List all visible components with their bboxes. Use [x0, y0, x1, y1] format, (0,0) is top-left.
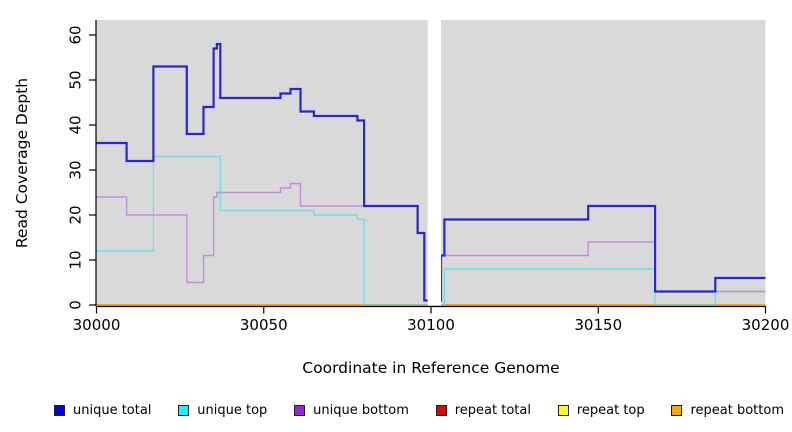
legend-label: repeat top — [576, 402, 645, 418]
y-tick-label: 20 — [67, 205, 85, 224]
x-tick-label: 30050 — [240, 316, 288, 334]
y-tick-label: 40 — [67, 115, 85, 134]
x-tick-label: 30150 — [574, 316, 622, 334]
plot-area-svg: 30000 30050 30100 30150 30200 0 10 20 30 40 50 60 C… — [13, 20, 790, 377]
legend-item-repeat-bottom: repeat bottom — [671, 403, 784, 418]
legend-swatch-unique-bottom — [294, 404, 306, 416]
series-line-unique-total — [96, 42, 766, 302]
x-axis-label: Coordinate in Reference Genome — [302, 359, 559, 377]
legend-swatch-repeat-bottom — [671, 404, 683, 416]
y-tick-label: 10 — [67, 250, 85, 269]
y-axis-label: Read Coverage Depth — [13, 78, 31, 248]
legend-label: repeat total — [454, 402, 531, 418]
legend-item-unique-total: unique total — [54, 403, 151, 418]
legend-swatch-repeat-top — [557, 404, 569, 416]
legend-swatch-repeat-total — [435, 404, 447, 416]
x-tick-label: 30100 — [407, 316, 455, 334]
legend-item-unique-bottom: unique bottom — [294, 403, 409, 418]
legend-label: unique bottom — [313, 402, 409, 418]
y-tick-label: 50 — [67, 70, 85, 89]
legend-label: unique total — [73, 402, 152, 418]
legend-item-repeat-total: repeat total — [435, 402, 531, 418]
masked-gap-band — [427, 20, 442, 306]
legend-item-repeat-top: repeat top — [557, 402, 645, 418]
x-tick-label: 30200 — [742, 316, 790, 334]
y-tick-label: 30 — [67, 160, 85, 179]
legend-label: repeat bottom — [690, 402, 784, 418]
y-tick-label: 0 — [67, 300, 85, 310]
y-tick-label: 60 — [67, 25, 85, 44]
series-line-unique-bottom — [96, 182, 766, 302]
x-tick-label: 30000 — [73, 316, 121, 334]
legend-label: unique top — [197, 402, 268, 418]
legend-item-unique-top: unique top — [178, 403, 267, 418]
legend-swatch-unique-total — [54, 404, 65, 416]
series-line-unique-top — [96, 155, 766, 306]
legend-swatch-unique-top — [178, 404, 190, 416]
legend: unique total unique top unique bottom repea… — [0, 396, 792, 424]
